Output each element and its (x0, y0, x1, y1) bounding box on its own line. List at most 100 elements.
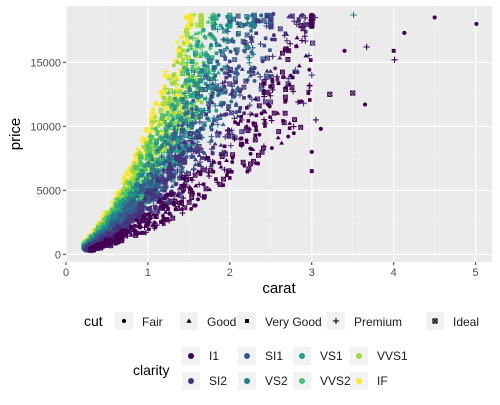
data-point (230, 160, 234, 164)
data-point (309, 58, 313, 62)
data-point (248, 147, 252, 151)
data-point (247, 94, 251, 98)
legend-clarity-label: SI2 (209, 374, 227, 388)
data-point (177, 123, 181, 127)
data-point (229, 50, 233, 54)
legend-cut-label: Fair (142, 315, 163, 329)
data-point (172, 63, 176, 67)
highlighted-point (474, 22, 478, 26)
highlighted-point (363, 102, 367, 106)
data-point (203, 196, 207, 200)
data-point (217, 92, 221, 96)
data-point (236, 33, 240, 37)
data-point (299, 99, 303, 103)
data-point (253, 66, 257, 70)
data-point (265, 15, 269, 19)
data-point (214, 109, 218, 113)
data-point (229, 100, 233, 104)
data-point (196, 136, 200, 140)
highlighted-point (342, 49, 346, 53)
data-point (203, 53, 207, 57)
data-point (171, 82, 175, 86)
data-point (266, 103, 270, 107)
data-point (164, 179, 168, 183)
data-point (153, 215, 157, 219)
data-point (206, 156, 210, 160)
data-point (155, 132, 159, 136)
data-point (305, 22, 309, 26)
data-point (156, 148, 160, 152)
data-point (249, 29, 253, 33)
legend-clarity-label: I1 (209, 349, 219, 363)
data-point (214, 177, 218, 181)
legend-cut-title: cut (84, 313, 103, 329)
data-point (190, 107, 194, 111)
data-point (254, 161, 258, 165)
data-point (289, 74, 293, 78)
data-point (174, 207, 178, 211)
data-point (242, 111, 246, 115)
x-tick-label: 3 (309, 267, 315, 279)
data-point (218, 131, 222, 135)
data-point (224, 91, 228, 95)
data-point (140, 201, 144, 205)
data-point (148, 153, 152, 157)
data-point (223, 150, 227, 154)
data-point (166, 111, 170, 115)
data-point (234, 110, 238, 114)
data-point (154, 101, 158, 105)
data-point (202, 183, 206, 187)
data-point (185, 80, 189, 84)
data-point (171, 175, 175, 179)
data-point (105, 239, 109, 243)
data-point (211, 91, 215, 95)
data-point (268, 48, 272, 52)
data-point (109, 232, 113, 236)
legend-cut-label: Very Good (265, 315, 322, 329)
data-point (209, 95, 213, 99)
data-point (162, 91, 166, 95)
data-point (140, 169, 144, 173)
legend-cut-label: Ideal (453, 315, 479, 329)
legend-cut-symbol (122, 319, 126, 323)
data-point (236, 122, 240, 126)
legend-clarity-label: IF (377, 374, 388, 388)
data-point (225, 15, 229, 19)
data-point (162, 96, 166, 100)
data-point (228, 20, 232, 24)
data-point (218, 161, 222, 165)
data-point (186, 72, 190, 76)
data-point (191, 99, 195, 103)
data-point (134, 189, 138, 193)
data-point (153, 119, 157, 123)
data-point (215, 60, 219, 64)
x-tick-label: 1 (145, 267, 151, 279)
data-point (173, 97, 177, 101)
data-point (189, 207, 193, 211)
data-point (209, 43, 213, 47)
y-tick-label: 0 (55, 249, 61, 261)
data-point (254, 31, 258, 35)
data-point (120, 231, 124, 235)
data-point (205, 116, 209, 120)
data-point (184, 16, 188, 20)
data-point (223, 57, 227, 61)
data-point (130, 203, 134, 207)
data-point (288, 126, 292, 130)
data-point (204, 112, 208, 116)
data-point (210, 17, 214, 21)
y-axis-label: price (7, 118, 24, 151)
highlighted-point (433, 15, 437, 19)
data-point (213, 74, 217, 78)
data-point (151, 111, 155, 115)
data-point (197, 163, 201, 167)
data-point (189, 94, 193, 98)
data-point (233, 48, 237, 52)
legend-clarity-swatch (188, 378, 194, 384)
data-point (292, 131, 296, 135)
data-point (237, 65, 241, 69)
data-point (191, 115, 195, 119)
data-point (245, 106, 249, 110)
data-point (253, 79, 257, 83)
